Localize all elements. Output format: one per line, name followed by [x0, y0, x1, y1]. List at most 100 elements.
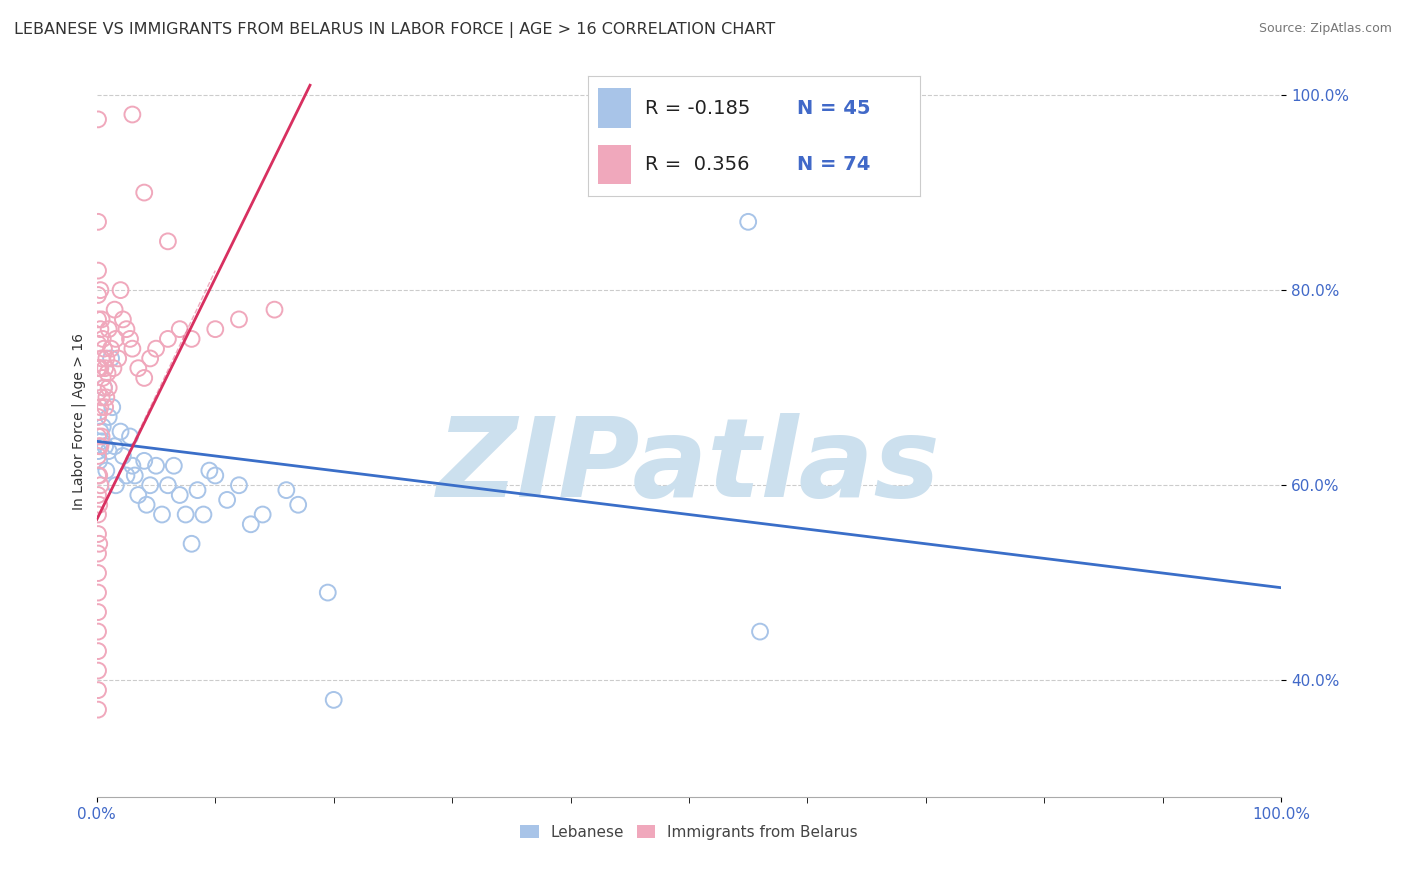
Point [127, 361, 149, 376]
Point [110, 283, 132, 297]
Point [90, 351, 112, 366]
Point [276, 483, 298, 497]
Point [87, 215, 110, 229]
Text: Source: ZipAtlas.com: Source: ZipAtlas.com [1258, 22, 1392, 36]
Point [193, 508, 215, 522]
Point [87, 468, 110, 483]
Point [87, 288, 110, 302]
Point [87, 664, 110, 678]
Y-axis label: In Labor Force | Age > 16: In Labor Force | Age > 16 [72, 334, 86, 510]
Point [93, 381, 115, 395]
Point [186, 483, 208, 497]
Point [169, 488, 191, 502]
Point [252, 508, 274, 522]
Point [316, 585, 339, 599]
Point [89, 537, 111, 551]
Point [118, 332, 141, 346]
Point [89, 454, 111, 468]
Point [139, 351, 162, 366]
Point [134, 454, 156, 468]
Point [90, 312, 112, 326]
Point [89, 361, 111, 376]
Point [93, 342, 115, 356]
Point [87, 429, 110, 443]
Point [124, 468, 146, 483]
Point [163, 458, 186, 473]
Point [89, 478, 111, 492]
Point [737, 215, 759, 229]
Point [87, 683, 110, 698]
Point [145, 458, 167, 473]
Point [217, 492, 239, 507]
Point [87, 263, 110, 277]
Point [87, 566, 110, 580]
Point [115, 468, 138, 483]
Point [121, 107, 143, 121]
Point [322, 693, 344, 707]
Point [104, 439, 127, 453]
Text: ZIPatlas: ZIPatlas [437, 413, 941, 520]
Point [89, 439, 111, 453]
Point [87, 605, 110, 619]
Point [87, 336, 110, 351]
Point [111, 312, 134, 326]
Point [87, 644, 110, 658]
Point [87, 385, 110, 400]
Point [104, 302, 127, 317]
Point [204, 468, 226, 483]
Point [87, 444, 110, 458]
Point [87, 624, 110, 639]
Point [87, 527, 110, 541]
Point [111, 449, 134, 463]
Point [87, 585, 110, 599]
Point [87, 361, 110, 376]
Point [156, 478, 179, 492]
Point [101, 401, 124, 415]
Point [127, 488, 149, 502]
Point [115, 322, 138, 336]
Point [87, 312, 110, 326]
Point [156, 332, 179, 346]
Point [87, 488, 110, 502]
Point [87, 409, 110, 424]
Point [174, 508, 197, 522]
Point [100, 342, 122, 356]
Point [89, 401, 111, 415]
Point [139, 478, 162, 492]
Point [121, 342, 143, 356]
Point [89, 468, 111, 483]
Point [103, 361, 125, 376]
Point [89, 283, 111, 297]
Point [96, 464, 118, 478]
Point [97, 444, 120, 458]
Point [100, 351, 122, 366]
Point [749, 624, 772, 639]
Point [94, 361, 117, 376]
Point [110, 425, 132, 439]
Point [87, 703, 110, 717]
Point [97, 409, 120, 424]
Point [89, 498, 111, 512]
Point [263, 302, 285, 317]
Point [228, 478, 250, 492]
Point [96, 351, 118, 366]
Point [89, 361, 111, 376]
Point [239, 517, 262, 532]
Point [93, 381, 115, 395]
Point [107, 351, 129, 366]
Point [96, 391, 118, 405]
Point [198, 464, 221, 478]
Point [87, 449, 110, 463]
Point [90, 434, 112, 449]
Point [90, 429, 112, 443]
Point [87, 547, 110, 561]
Point [118, 429, 141, 443]
Point [121, 458, 143, 473]
Point [89, 322, 111, 336]
Point [180, 332, 202, 346]
Point [134, 371, 156, 385]
Point [94, 439, 117, 453]
Point [91, 419, 114, 434]
Point [150, 508, 173, 522]
Point [104, 478, 127, 492]
